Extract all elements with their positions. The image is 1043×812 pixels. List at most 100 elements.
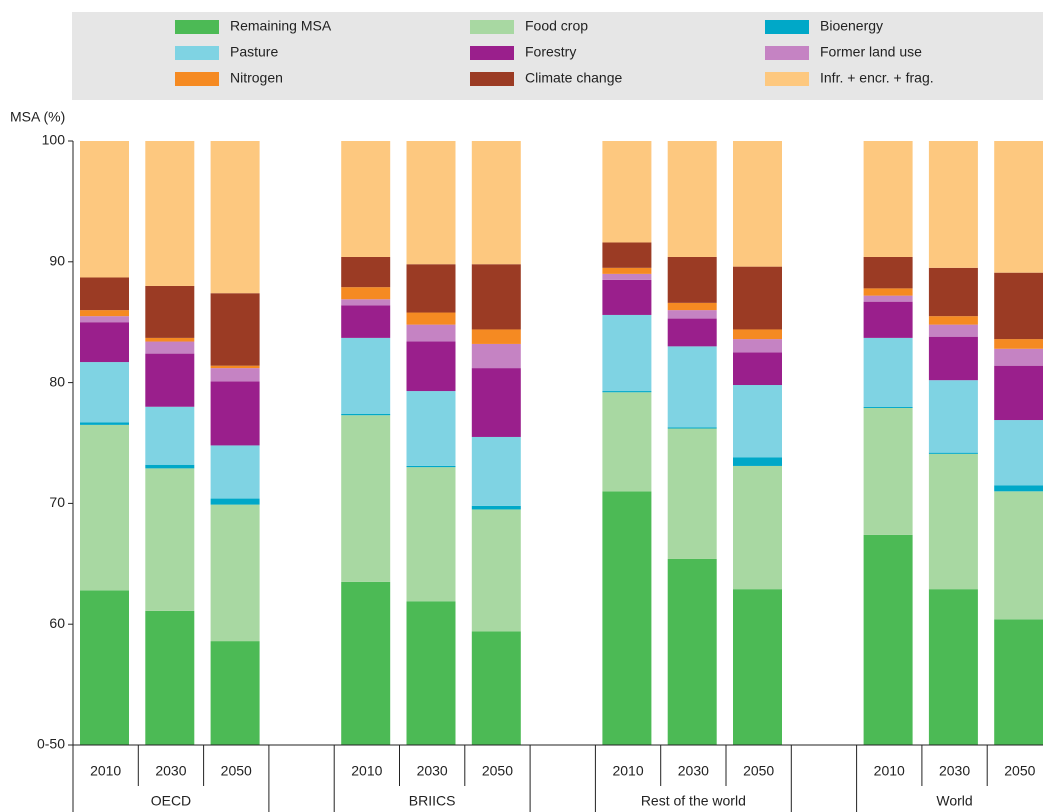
bar-segment <box>80 424 129 591</box>
bar-segment <box>341 414 391 416</box>
bar-segment <box>994 141 1043 273</box>
bar-segment <box>928 453 978 590</box>
bar-segment <box>602 267 652 274</box>
bar-segment <box>80 422 129 425</box>
x-tick-label: 2050 <box>482 763 513 779</box>
bar-segment <box>406 141 456 265</box>
bar-segment <box>928 324 978 337</box>
bar-segment <box>994 420 1043 486</box>
bar-segment <box>471 368 521 437</box>
bar-segment <box>994 272 1043 340</box>
y-axis-label: MSA (%) <box>10 109 65 125</box>
bar-segment <box>341 581 391 745</box>
bar-segment <box>994 348 1043 366</box>
bar-segment <box>602 141 652 243</box>
bar-segment <box>733 589 782 745</box>
group-label: BRIICS <box>409 793 456 809</box>
bar-segment <box>210 365 260 369</box>
bar-segment <box>602 279 652 315</box>
bar-segment <box>602 242 652 268</box>
bar-segment <box>406 465 456 468</box>
bar-segment <box>471 141 521 265</box>
bar-segment <box>406 312 456 325</box>
bar-segment <box>733 465 782 590</box>
bar-segment <box>341 337 391 415</box>
bar-segment <box>667 427 717 429</box>
bar-segment <box>145 468 195 611</box>
bar-segment <box>80 322 129 363</box>
bar-segment <box>667 141 717 257</box>
bar-segment <box>145 353 195 407</box>
bar-segment <box>341 299 391 306</box>
bar-segment <box>145 406 195 465</box>
bar-segment <box>210 445 260 499</box>
bar-segment <box>471 509 521 632</box>
bar-segment <box>928 452 978 454</box>
bar-segment <box>733 141 782 267</box>
bar-segment <box>863 295 913 302</box>
bar-segment <box>994 619 1043 745</box>
bar-segment <box>406 601 456 745</box>
bar-segment <box>994 485 1043 492</box>
bar-segment <box>145 341 195 354</box>
x-tick-label: 2010 <box>874 763 905 779</box>
legend-label: Former land use <box>820 44 922 60</box>
y-tick-label: 100 <box>42 132 66 148</box>
x-tick-label: 2050 <box>743 763 774 779</box>
legend-swatch <box>765 20 809 34</box>
legend-label: Bioenergy <box>820 18 883 34</box>
x-tick-label: 2030 <box>417 763 448 779</box>
bar-segment <box>210 504 260 642</box>
y-tick-label: 80 <box>49 373 65 389</box>
bar-segment <box>863 407 913 535</box>
bar-segment <box>602 391 652 393</box>
bar-segment <box>210 498 260 505</box>
bar-segment <box>928 380 978 453</box>
bar-segment <box>145 610 195 745</box>
bar-segment <box>863 337 913 407</box>
legend-swatch <box>175 72 219 86</box>
bar-segment <box>863 406 913 408</box>
bar-segment <box>667 428 717 559</box>
y-tick-label: 60 <box>49 615 65 631</box>
bar-segment <box>928 267 978 317</box>
x-tick-label: 2030 <box>939 763 970 779</box>
bar-segment <box>471 264 521 330</box>
bar-segment <box>210 141 260 294</box>
y-tick-label: 0-50 <box>37 736 65 752</box>
legend-label: Climate change <box>525 70 622 86</box>
legend-label: Forestry <box>525 44 576 60</box>
bar-segment <box>733 385 782 458</box>
bar-segment <box>928 141 978 268</box>
bar-segment <box>863 288 913 296</box>
bar-segment <box>145 285 195 338</box>
bar-segment <box>667 318 717 347</box>
bar-segment <box>471 436 521 506</box>
bar-segment <box>80 277 129 311</box>
group-label: Rest of the world <box>641 793 746 809</box>
x-tick-label: 2030 <box>155 763 186 779</box>
bar-segment <box>210 293 260 366</box>
bar-segment <box>406 264 456 313</box>
bar-segment <box>928 336 978 381</box>
x-tick-label: 2050 <box>221 763 252 779</box>
bar-segment <box>80 316 129 323</box>
legend-swatch <box>470 20 514 34</box>
legend-swatch <box>765 72 809 86</box>
bar-segment <box>341 141 391 257</box>
bar-segment <box>210 368 260 382</box>
bar-segment <box>145 141 195 286</box>
bar-segment <box>406 467 456 602</box>
bar-segment <box>80 310 129 317</box>
legend-background <box>72 12 1043 100</box>
bar-segment <box>341 305 391 338</box>
bar-segment <box>341 256 391 288</box>
legend-label: Food crop <box>525 18 588 34</box>
bar-segment <box>471 505 521 510</box>
bar-segment <box>406 324 456 342</box>
bar-segment <box>602 314 652 392</box>
bar-segment <box>667 302 717 311</box>
legend-swatch <box>470 72 514 86</box>
bar-segment <box>667 346 717 428</box>
bar-segment <box>471 343 521 369</box>
